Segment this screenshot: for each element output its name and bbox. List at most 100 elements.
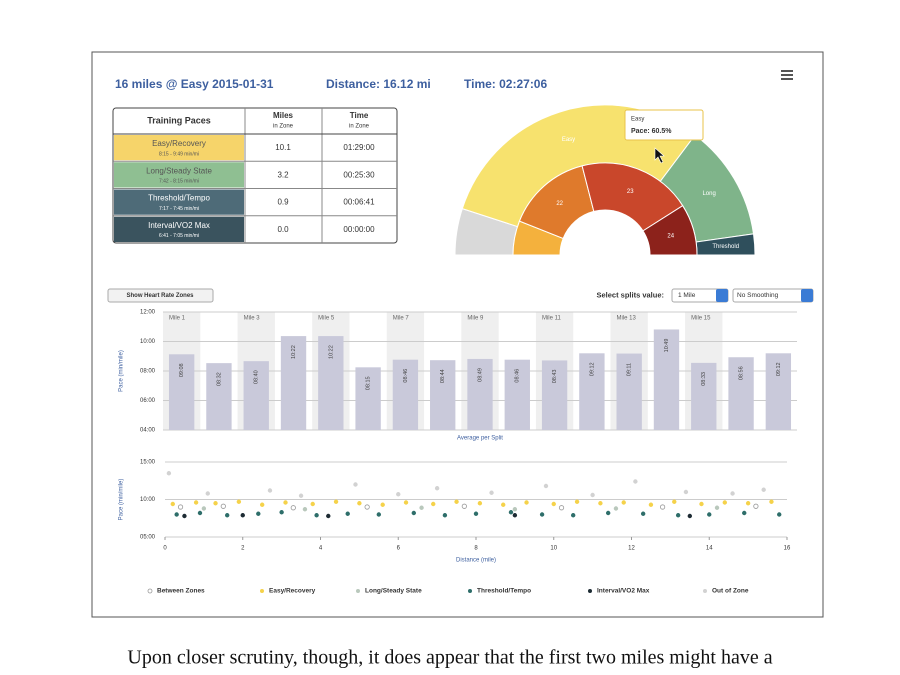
legend-label: Between Zones — [157, 588, 205, 595]
scatter-point — [177, 504, 184, 510]
legend-marker — [147, 588, 153, 594]
scatter-point — [256, 511, 261, 516]
scatter-point — [598, 501, 603, 506]
bar — [616, 353, 642, 430]
cursor — [654, 147, 665, 164]
menu-button[interactable] — [781, 70, 793, 80]
bar-value-label: 08:44 — [440, 369, 446, 383]
scatter-point — [380, 502, 385, 507]
legend-label: Long/Steady State — [365, 588, 422, 595]
zone-name: Interval/VO2 Max — [148, 221, 210, 230]
scatter-point — [357, 501, 362, 506]
zone-cell — [114, 189, 244, 215]
scatter-point — [419, 505, 424, 510]
scatter-point — [574, 499, 580, 504]
scatter-point — [236, 499, 242, 504]
y-tick-label: 10:00 — [140, 339, 156, 345]
scatter-point — [687, 513, 693, 519]
zone-name: Long/Steady State — [146, 166, 212, 175]
scatter-point — [403, 500, 409, 505]
x-tick-label: 0 — [163, 546, 167, 552]
scatter-point — [512, 513, 518, 518]
menu-bar — [781, 74, 793, 76]
scatter-point — [259, 502, 265, 507]
zone-cell — [114, 162, 244, 188]
scatter-point — [279, 510, 284, 515]
scatter-point — [558, 505, 565, 511]
bar — [541, 360, 568, 430]
scatter-point — [376, 512, 382, 517]
dropdown-arrow — [801, 289, 813, 302]
scatter-point — [621, 500, 626, 505]
scatter-point — [512, 507, 518, 512]
scatter-point — [442, 513, 448, 518]
scatter-point — [508, 510, 514, 515]
scatter-point — [570, 513, 576, 518]
split-label: Mile 15 — [691, 316, 711, 322]
segment-label: 24 — [667, 233, 674, 239]
scatter-point — [182, 513, 187, 519]
scatter-point — [314, 513, 319, 518]
scatter-point — [454, 499, 459, 504]
scatter-point — [761, 487, 766, 492]
bar-value-label: 08:43 — [552, 370, 558, 384]
scatter-point — [730, 491, 735, 496]
scatter-point — [193, 500, 199, 505]
bar — [653, 329, 680, 430]
bar — [430, 360, 456, 430]
x-tick-label: 12 — [628, 546, 635, 552]
legend-label: Threshold/Tempo — [477, 588, 531, 595]
scatter-point — [672, 499, 677, 504]
bar — [691, 362, 717, 430]
x-tick-label: 16 — [784, 546, 791, 552]
scatter-point — [707, 512, 712, 517]
bar — [168, 354, 195, 430]
bar — [280, 336, 307, 430]
bar — [765, 353, 792, 430]
scatter-point — [166, 471, 172, 476]
scatter-point — [225, 513, 230, 518]
legend-label: Easy/Recovery — [269, 588, 316, 595]
scatter-point — [364, 504, 370, 510]
scatter-point — [659, 504, 666, 510]
column-header: Training Paces — [147, 115, 211, 125]
scatter-point — [353, 482, 358, 487]
zone-name: Threshold/Tempo — [148, 194, 210, 203]
x-tick-label: 6 — [397, 546, 401, 552]
zone-time: 01:29:00 — [343, 143, 375, 152]
scatter-point — [590, 492, 595, 498]
bar-value-label: 08:32 — [216, 372, 222, 386]
x-tick-label: 10 — [550, 546, 557, 552]
legend-marker — [588, 589, 592, 593]
run-title: 16 miles @ Easy 2015-01-31 — [115, 77, 274, 91]
tooltip-title: Easy — [631, 117, 644, 123]
bar-value-label: 08:56 — [739, 366, 745, 380]
scatter-point — [333, 499, 339, 504]
pace-table: Training Paces Miles in Zone Time in Zon… — [112, 107, 398, 244]
y-axis-title: Pace (min/mile) — [119, 479, 125, 521]
bar — [318, 336, 344, 430]
run-time: Time: 02:27:06 — [464, 77, 547, 91]
bar-value-label: 10:22 — [328, 345, 334, 359]
zone-range: 8:15 - 9:49 min/mi — [159, 151, 199, 157]
y-tick-label: 10:00 — [140, 497, 156, 503]
menu-bar — [781, 78, 793, 80]
scatter-point — [683, 489, 689, 495]
scatter-point — [302, 507, 308, 512]
segment-label: 22 — [556, 201, 563, 207]
scatter-point — [605, 510, 611, 516]
bar — [355, 367, 381, 430]
bar-value-label: 10:22 — [291, 345, 297, 359]
scatter-point — [501, 502, 506, 507]
scatter-point — [205, 491, 210, 496]
y-tick-label: 04:00 — [140, 428, 156, 434]
scatter-point — [434, 486, 440, 491]
bar — [243, 361, 269, 430]
heart-rate-button[interactable] — [107, 288, 214, 303]
scatter-point — [170, 501, 175, 507]
split-label: Mile 1 — [169, 316, 186, 322]
zone-cell — [114, 135, 244, 161]
x-axis-title: Distance (mile) — [456, 558, 496, 564]
zone-miles: 3.2 — [277, 170, 289, 179]
